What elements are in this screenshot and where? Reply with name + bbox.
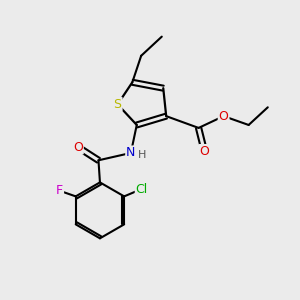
Text: F: F: [56, 184, 63, 197]
Text: N: N: [126, 146, 136, 159]
Text: H: H: [138, 150, 146, 160]
Text: O: O: [200, 145, 209, 158]
Text: O: O: [219, 110, 229, 123]
Text: O: O: [73, 141, 83, 154]
Text: Cl: Cl: [136, 182, 148, 196]
Text: S: S: [114, 98, 122, 111]
